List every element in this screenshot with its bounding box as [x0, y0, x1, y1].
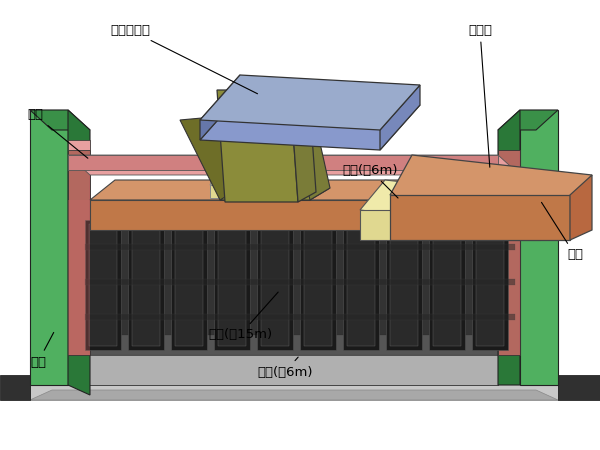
- Polygon shape: [68, 140, 90, 150]
- Polygon shape: [380, 85, 420, 150]
- Polygon shape: [0, 375, 30, 400]
- Polygon shape: [85, 220, 121, 350]
- Polygon shape: [68, 150, 90, 355]
- Polygon shape: [343, 220, 379, 350]
- Polygon shape: [290, 98, 330, 200]
- Polygon shape: [300, 220, 336, 350]
- Polygon shape: [214, 220, 250, 350]
- Polygon shape: [278, 220, 310, 335]
- Polygon shape: [192, 220, 224, 335]
- Polygon shape: [310, 172, 315, 198]
- Polygon shape: [570, 175, 592, 240]
- Polygon shape: [257, 220, 293, 350]
- Polygon shape: [472, 220, 508, 350]
- Polygon shape: [498, 110, 558, 130]
- Polygon shape: [171, 220, 207, 350]
- Polygon shape: [180, 110, 310, 200]
- Polygon shape: [321, 220, 353, 335]
- Polygon shape: [390, 224, 418, 346]
- Polygon shape: [200, 75, 240, 140]
- Polygon shape: [68, 335, 520, 355]
- Polygon shape: [68, 200, 90, 355]
- Polygon shape: [89, 224, 117, 346]
- Text: 前锚室: 前锚室: [468, 23, 492, 167]
- Polygon shape: [433, 224, 461, 346]
- Polygon shape: [235, 220, 267, 335]
- Polygon shape: [68, 155, 520, 175]
- Polygon shape: [90, 200, 520, 230]
- Text: 填芯(厚15m): 填芯(厚15m): [208, 292, 278, 342]
- Polygon shape: [30, 110, 90, 130]
- Polygon shape: [128, 220, 164, 350]
- Polygon shape: [390, 155, 592, 215]
- Polygon shape: [90, 180, 545, 200]
- Polygon shape: [261, 224, 289, 346]
- Polygon shape: [540, 200, 565, 240]
- Polygon shape: [85, 244, 515, 250]
- Polygon shape: [360, 180, 565, 230]
- Polygon shape: [200, 75, 420, 130]
- Polygon shape: [450, 220, 482, 335]
- Text: 底板(厚6m): 底板(厚6m): [257, 357, 313, 378]
- Polygon shape: [498, 150, 520, 355]
- Polygon shape: [520, 110, 558, 385]
- Polygon shape: [217, 90, 298, 202]
- Polygon shape: [149, 220, 181, 335]
- Polygon shape: [200, 95, 420, 150]
- Polygon shape: [68, 200, 520, 220]
- Polygon shape: [220, 188, 330, 200]
- Polygon shape: [210, 172, 315, 185]
- Polygon shape: [360, 210, 540, 240]
- Polygon shape: [68, 110, 90, 395]
- Polygon shape: [30, 390, 558, 400]
- Polygon shape: [85, 314, 515, 320]
- Polygon shape: [175, 224, 203, 346]
- Polygon shape: [90, 200, 520, 220]
- Polygon shape: [210, 185, 310, 198]
- Text: 帽梁: 帽梁: [27, 108, 88, 158]
- Polygon shape: [218, 224, 246, 346]
- Text: 内衬: 内衬: [541, 202, 583, 261]
- Polygon shape: [106, 220, 138, 335]
- Polygon shape: [498, 110, 520, 385]
- Text: 散索鞍支墩: 散索鞍支墩: [110, 23, 257, 94]
- Polygon shape: [347, 224, 375, 346]
- Polygon shape: [364, 220, 396, 335]
- Text: 连墙: 连墙: [30, 333, 53, 369]
- Polygon shape: [68, 355, 498, 385]
- Polygon shape: [390, 195, 570, 240]
- Polygon shape: [30, 380, 558, 400]
- Polygon shape: [30, 110, 68, 385]
- Polygon shape: [290, 80, 316, 202]
- Polygon shape: [68, 200, 498, 355]
- Polygon shape: [520, 180, 545, 230]
- Polygon shape: [476, 224, 504, 346]
- Polygon shape: [68, 155, 498, 170]
- Polygon shape: [132, 224, 160, 346]
- Polygon shape: [429, 220, 465, 350]
- Polygon shape: [407, 220, 439, 335]
- Polygon shape: [558, 375, 600, 400]
- Text: 顶板(厚6m): 顶板(厚6m): [342, 163, 398, 198]
- Polygon shape: [386, 220, 422, 350]
- Polygon shape: [85, 279, 515, 285]
- Polygon shape: [304, 224, 332, 346]
